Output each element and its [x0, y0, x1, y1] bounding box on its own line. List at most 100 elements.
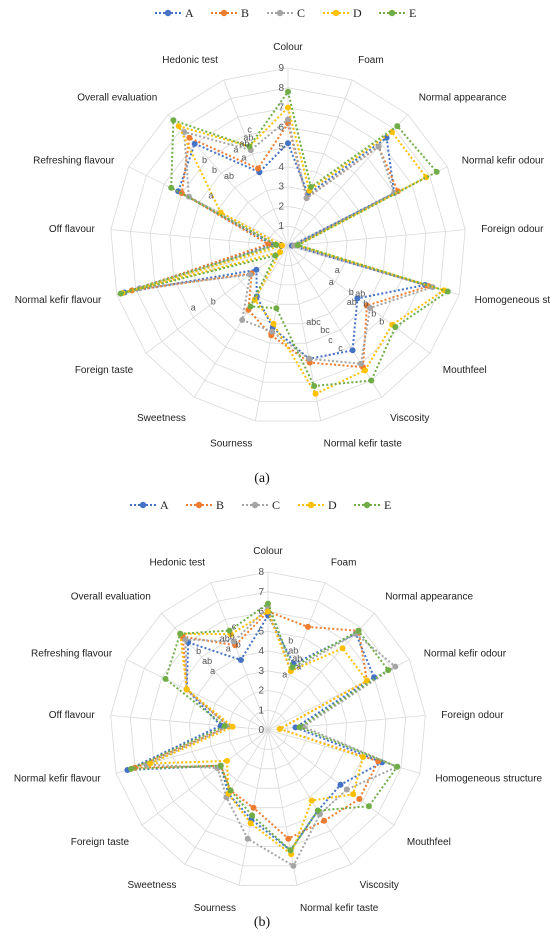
axis-label: Foreign taste — [71, 837, 130, 848]
axis-label: Foreign odour — [481, 224, 544, 235]
tick-label: 5 — [258, 626, 264, 637]
radar-panel-0: 0123456789ColourFoamNormal appearanceNor… — [15, 6, 550, 486]
data-point — [147, 760, 154, 767]
data-point — [285, 140, 291, 147]
legend-item-D: D — [323, 6, 362, 20]
data-point — [269, 328, 275, 335]
axis-label: Viscosity — [360, 880, 399, 891]
data-point — [392, 324, 399, 330]
data-point — [250, 804, 257, 811]
panel-label: (b) — [254, 915, 271, 930]
significance-label: a — [241, 152, 246, 162]
grid-spoke — [267, 729, 298, 886]
grid-spoke — [110, 229, 289, 247]
data-point — [177, 630, 184, 637]
significance-label: a — [282, 670, 287, 680]
data-point — [270, 320, 277, 327]
data-point — [433, 168, 440, 175]
significance-label: abc — [306, 317, 321, 327]
axis-label: Normal appearance — [419, 93, 507, 104]
tick-label: 3 — [258, 666, 264, 677]
legend-marker — [276, 9, 284, 17]
data-point — [392, 663, 399, 670]
data-point — [183, 686, 190, 693]
axis-label: Overall evaluation — [71, 591, 151, 602]
grid-spoke — [110, 715, 269, 731]
tick-label: 7 — [258, 587, 264, 598]
data-point — [191, 140, 198, 147]
data-point — [308, 797, 315, 804]
legend-marker — [388, 9, 396, 17]
legend-item-D: D — [298, 498, 337, 512]
data-point — [314, 807, 321, 814]
legend-item-A: A — [155, 6, 194, 20]
axis-label: Colour — [253, 546, 283, 557]
significance-label: a — [296, 662, 301, 672]
grid-spoke — [267, 582, 326, 731]
grid-spoke — [128, 166, 289, 247]
data-point — [273, 241, 280, 248]
axis-label: Foam — [331, 558, 357, 569]
axis-label: Off flavour — [49, 224, 96, 235]
data-point — [343, 786, 350, 793]
tick-label: 9 — [278, 63, 284, 74]
tick-label: 2 — [278, 201, 284, 212]
grid-spoke — [287, 79, 353, 247]
legend-label: B — [216, 498, 224, 512]
data-point — [356, 796, 363, 802]
grid-ring — [188, 650, 348, 809]
data-point — [128, 765, 135, 772]
tick-label: 2 — [258, 686, 264, 697]
panel-label: (a) — [254, 471, 270, 486]
data-point — [285, 835, 292, 842]
tick-label: 3 — [278, 182, 284, 193]
data-point — [371, 674, 378, 681]
legend-item-C: C — [267, 6, 305, 20]
grid-ring — [267, 225, 309, 266]
data-point — [246, 143, 253, 150]
tick-label: 1 — [278, 221, 284, 232]
significance-label: b — [196, 646, 201, 656]
data-point — [357, 360, 364, 367]
data-point — [230, 638, 237, 645]
legend-label: C — [297, 6, 305, 20]
data-point — [247, 271, 254, 278]
data-point — [217, 209, 224, 216]
significance-label: a — [335, 265, 340, 275]
data-point — [312, 390, 319, 397]
significance-label: b — [349, 287, 354, 297]
data-point — [294, 242, 301, 249]
grid-spoke — [145, 245, 289, 354]
legend-item-B: B — [211, 6, 249, 20]
grid-ring — [110, 571, 426, 886]
significance-label: a — [191, 302, 196, 312]
significance-label: b — [363, 298, 368, 308]
data-point — [337, 781, 344, 788]
data-point — [311, 383, 318, 389]
grid-spoke — [267, 715, 426, 731]
significance-label: b — [371, 308, 376, 318]
data-point — [276, 725, 283, 732]
data-point — [307, 184, 314, 190]
legend-marker — [363, 501, 371, 509]
significance-label: b — [211, 296, 216, 306]
significance-label: ab — [220, 634, 230, 644]
data-point — [272, 252, 279, 259]
data-point — [306, 355, 313, 362]
data-point — [244, 835, 251, 842]
data-point — [349, 347, 356, 354]
significance-label: a — [233, 144, 238, 154]
legend-label: B — [241, 6, 249, 20]
axis-label: Sweetness — [127, 880, 176, 891]
legend-item-E: E — [354, 498, 391, 512]
legend-label: D — [353, 6, 362, 20]
significance-label: ab — [243, 132, 253, 142]
legend-label: A — [160, 498, 169, 512]
series-line-B — [131, 122, 433, 369]
data-point — [237, 657, 244, 663]
series-line-E — [120, 91, 451, 388]
data-point — [367, 305, 374, 311]
data-point — [186, 134, 193, 141]
grid-ring — [110, 67, 466, 422]
tick-label: 6 — [258, 607, 264, 618]
